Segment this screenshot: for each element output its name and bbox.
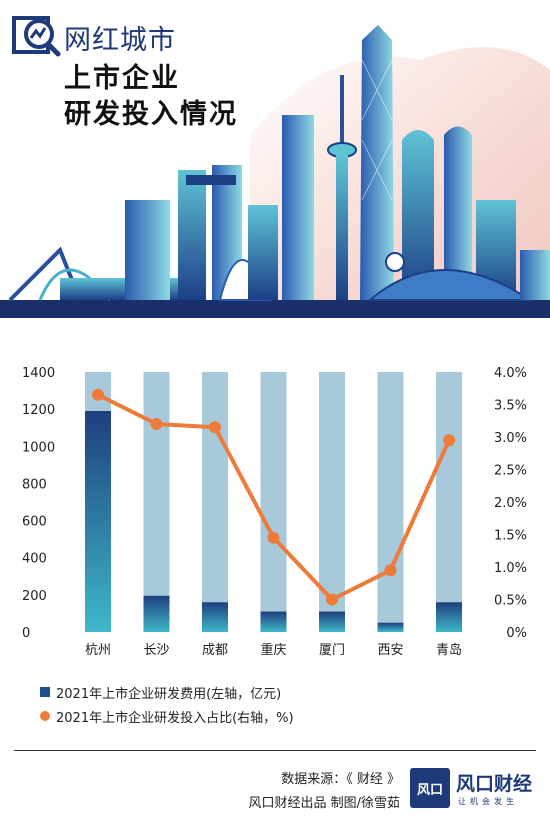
category-label: 青岛 bbox=[436, 642, 462, 658]
left-tick-label: 1200 bbox=[22, 403, 55, 418]
brand-logo: 风口 bbox=[410, 768, 450, 808]
left-tick-label: 600 bbox=[22, 515, 47, 530]
header-line-3: 研发投入情况 bbox=[64, 99, 238, 130]
legend-item-line: 2021年上市企业研发投入占比(右轴，%) bbox=[40, 704, 294, 728]
right-tick-label: 1.0% bbox=[494, 561, 527, 576]
legend: 2021年上市企业研发费用(左轴，亿元) 2021年上市企业研发投入占比(右轴，… bbox=[40, 680, 294, 728]
header-banner bbox=[0, 0, 550, 318]
left-tick-label: 0 bbox=[22, 626, 30, 641]
ratio-point bbox=[384, 564, 397, 577]
background-bar bbox=[143, 372, 170, 632]
category-label: 杭州 bbox=[85, 643, 111, 658]
ratio-point bbox=[92, 388, 104, 401]
value-bar bbox=[143, 595, 170, 632]
svg-text:风口: 风口 bbox=[417, 783, 443, 798]
value-bar bbox=[436, 602, 462, 632]
left-tick-label: 1000 bbox=[22, 440, 55, 455]
category-label: 西安 bbox=[377, 643, 403, 658]
right-tick-label: 3.0% bbox=[494, 431, 527, 446]
legend-bar-swatch bbox=[40, 687, 50, 697]
value-bar bbox=[319, 611, 345, 632]
right-tick-label: 0.5% bbox=[494, 594, 527, 609]
rd-combo-chart: 0 200 400 600 800 1000 1200 1400 0% 0.5% 1.0% 1.5%… bbox=[22, 366, 527, 658]
header-line-2: 上市企业 bbox=[64, 63, 180, 94]
legend-line-swatch bbox=[40, 711, 50, 721]
brand-name: 风口财经 bbox=[456, 773, 533, 795]
producer-credit: 风口财经出品 制图/徐雪茹 bbox=[248, 796, 400, 811]
background-bar bbox=[202, 372, 228, 632]
right-tick-label: 4.0% bbox=[494, 366, 527, 381]
footer-credits: 数据来源：《 财经 》 风口财经出品 制图/徐雪茹 bbox=[248, 768, 400, 816]
background-bar bbox=[436, 372, 462, 632]
left-tick-label: 1400 bbox=[22, 366, 55, 381]
ratio-point bbox=[150, 418, 163, 430]
ratio-point bbox=[326, 593, 338, 606]
ratio-point bbox=[443, 434, 455, 447]
right-tick-label: 2.0% bbox=[494, 496, 527, 511]
left-tick-label: 400 bbox=[22, 552, 47, 567]
brand-slogan: 让机会发生 bbox=[458, 797, 518, 806]
magnifier-chart-icon bbox=[12, 16, 61, 57]
value-bar bbox=[377, 622, 404, 632]
background-bar bbox=[377, 372, 404, 632]
left-tick-label: 200 bbox=[22, 589, 47, 604]
legend-line-label: 2021年上市企业研发投入占比(右轴，%) bbox=[56, 710, 294, 726]
category-label: 厦门 bbox=[319, 643, 345, 658]
legend-bar-label: 2021年上市企业研发费用(左轴，亿元) bbox=[56, 686, 282, 702]
ratio-point bbox=[267, 531, 280, 544]
right-tick-label: 2.5% bbox=[494, 464, 527, 479]
ratio-point bbox=[209, 421, 221, 434]
legend-item-bar: 2021年上市企业研发费用(左轴，亿元) bbox=[40, 680, 294, 704]
value-bar bbox=[202, 602, 228, 632]
category-label: 重庆 bbox=[260, 642, 286, 658]
right-tick-label: 3.5% bbox=[494, 399, 527, 414]
background-bar bbox=[260, 372, 287, 632]
right-tick-label: 1.5% bbox=[494, 529, 527, 544]
category-label: 长沙 bbox=[143, 643, 169, 658]
header-line-1: 网红城市 bbox=[64, 25, 176, 56]
value-bar bbox=[260, 611, 287, 632]
footer-divider bbox=[14, 750, 536, 751]
left-tick-label: 800 bbox=[22, 477, 47, 492]
value-bar bbox=[85, 411, 111, 632]
category-label: 成都 bbox=[202, 643, 228, 658]
right-tick-label: 0% bbox=[506, 626, 527, 641]
data-source: 数据来源：《 财经 》 bbox=[281, 772, 400, 787]
city-skyline-illustration bbox=[0, 25, 550, 318]
